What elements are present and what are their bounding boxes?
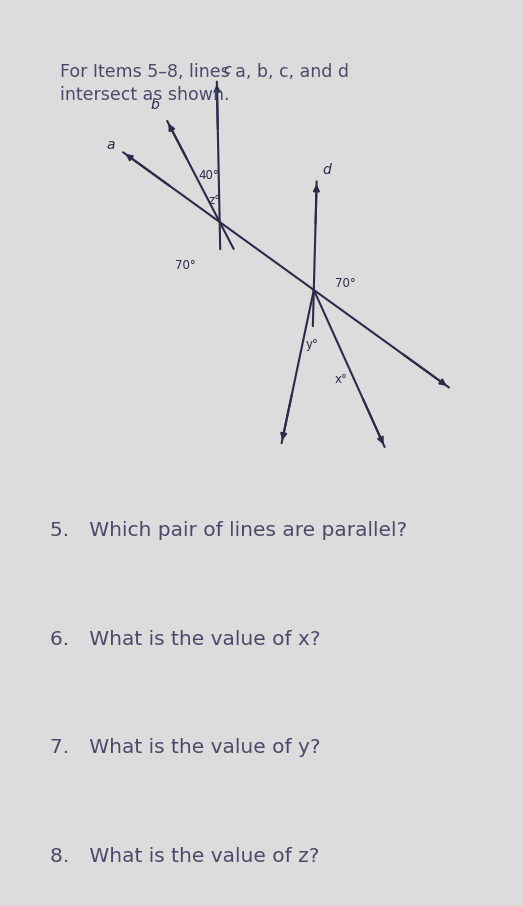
Text: 6. What is the value of x?: 6. What is the value of x?: [50, 630, 320, 649]
Text: 70°: 70°: [175, 259, 196, 272]
Text: 5. Which pair of lines are parallel?: 5. Which pair of lines are parallel?: [50, 521, 407, 540]
Text: 40°: 40°: [199, 169, 219, 182]
Text: y°: y°: [306, 338, 319, 351]
Text: z°: z°: [208, 194, 221, 207]
Text: intersect as shown.: intersect as shown.: [60, 86, 230, 104]
Text: x°: x°: [334, 373, 347, 386]
Text: a: a: [107, 138, 115, 152]
Text: 70°: 70°: [335, 277, 356, 290]
Text: For Items 5–8, lines a, b, c, and d: For Items 5–8, lines a, b, c, and d: [60, 63, 349, 82]
Text: b: b: [151, 98, 160, 112]
Text: 8. What is the value of z?: 8. What is the value of z?: [50, 847, 319, 866]
Text: c: c: [223, 63, 231, 77]
Text: 7. What is the value of y?: 7. What is the value of y?: [50, 738, 320, 757]
Text: d: d: [322, 163, 331, 177]
